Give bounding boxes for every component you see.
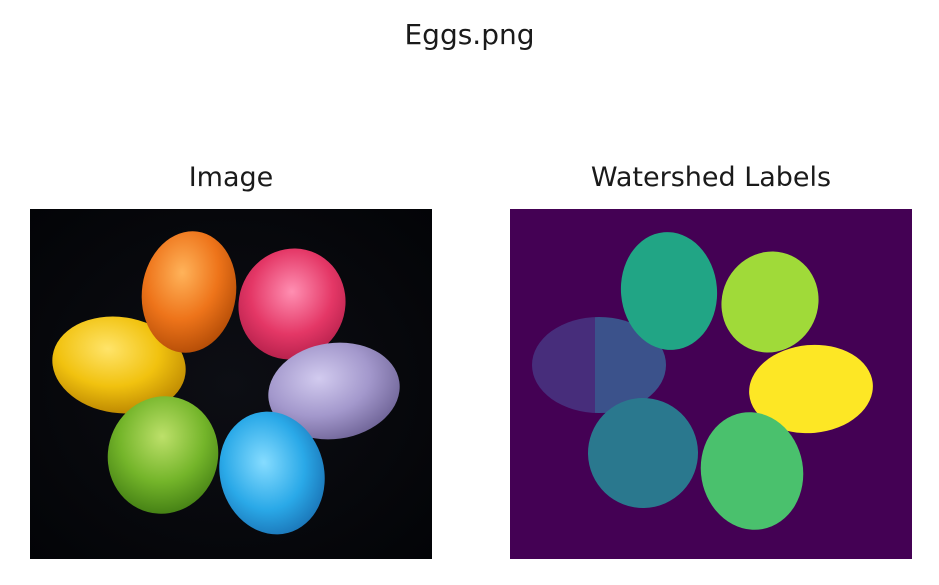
watershed-labels-map — [510, 209, 912, 559]
egg-blue — [219, 411, 325, 535]
label-lower-left-egg — [588, 398, 698, 508]
label-right-egg — [749, 344, 873, 434]
egg-pink — [238, 248, 346, 360]
label-top-egg — [620, 232, 718, 350]
eggs-photo — [30, 209, 432, 559]
egg-yellow — [52, 316, 186, 414]
labels-panel-title: Watershed Labels — [590, 162, 832, 193]
figure-title: Eggs.png — [404, 18, 535, 51]
label-lower-right-egg — [700, 412, 804, 530]
egg-green — [107, 396, 219, 514]
egg-lavender — [268, 342, 400, 440]
egg-orange — [141, 231, 237, 353]
label-upper-right-egg — [721, 251, 819, 353]
image-panel-title: Image — [188, 162, 274, 193]
